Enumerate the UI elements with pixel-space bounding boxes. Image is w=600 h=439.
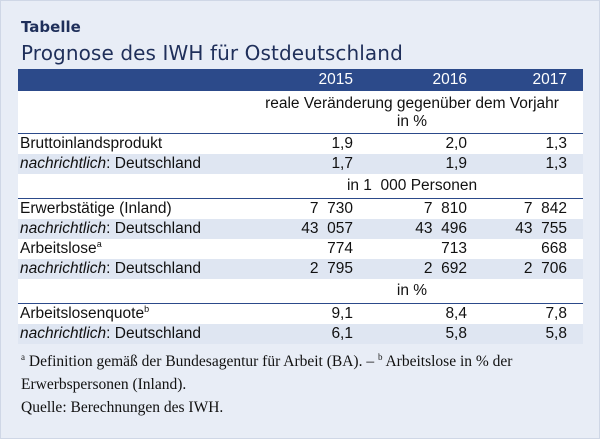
footnotes: a Definition gemäß der Bundesagentur für…: [21, 350, 512, 419]
unit-change-line1: reale Veränderung gegenüber dem Vorjahr: [265, 95, 559, 112]
cell-value: 5,8: [545, 325, 567, 342]
page-title: Prognose des IWH für Ostdeutschland: [21, 41, 403, 65]
cell-value: 2 692: [423, 260, 467, 277]
unit-percent-row: in %: [18, 279, 583, 303]
cell-value: 7 842: [523, 200, 567, 217]
row-label: Erwerbstätige (Inland): [20, 200, 172, 217]
cell-value: 2,0: [445, 135, 467, 152]
year-2015: 2015: [318, 71, 353, 88]
cell-value: 668: [541, 240, 567, 257]
row-label: nachrichtlich: Deutschland: [20, 155, 201, 172]
table-row-quote-de: nachrichtlich: Deutschland 6,1 5,8 5,8: [18, 324, 583, 344]
unit-persons-row: in 1 000 Personen: [18, 174, 583, 198]
table-row-erw: Erwerbstätige (Inland) 7 730 7 810 7 842: [18, 199, 583, 219]
row-label: nachrichtlich: Deutschland: [20, 325, 201, 342]
table-row-bip-de: nachrichtlich: Deutschland 1,7 1,9 1,3: [18, 154, 583, 174]
table-row-erw-de: nachrichtlich: Deutschland 43 057 43 496…: [18, 219, 583, 239]
cell-value: 43 496: [415, 220, 467, 237]
table-row-quote: Arbeitslosenquoteb 9,1 8,4 7,8: [18, 304, 583, 324]
cell-value: 43 057: [301, 220, 353, 237]
cell-value: 9,1: [331, 305, 353, 322]
cell-value: 7,8: [545, 305, 567, 322]
kicker-label: Tabelle: [21, 18, 81, 36]
cell-value: 1,3: [545, 155, 567, 172]
row-label: Arbeitslosea: [20, 239, 102, 258]
unit-change-row: reale Veränderung gegenüber dem Vorjahr …: [18, 91, 583, 133]
footnote-line-1: a Definition gemäß der Bundesagentur für…: [21, 352, 513, 371]
cell-value: 8,4: [445, 305, 467, 322]
year-2016: 2016: [432, 71, 467, 88]
table-row-alo-de: nachrichtlich: Deutschland 2 795 2 692 2…: [18, 259, 583, 279]
forecast-table: 2015 2016 2017 reale Veränderung gegenüb…: [18, 69, 583, 344]
cell-value: 7 810: [423, 200, 467, 217]
unit-change-line2: in %: [396, 113, 428, 130]
cell-value: 713: [441, 240, 467, 257]
cell-value: 43 755: [515, 220, 567, 237]
year-2017: 2017: [532, 71, 567, 88]
cell-value: 1,9: [445, 155, 467, 172]
row-label: nachrichtlich: Deutschland: [20, 220, 201, 237]
table-row-bip: Bruttoinlandsprodukt 1,9 2,0 1,3: [18, 134, 583, 154]
cell-value: 1,7: [331, 155, 353, 172]
cell-value: 2 706: [523, 260, 567, 277]
cell-value: 6,1: [331, 325, 353, 342]
header: Tabelle Prognose des IWH für Ostdeutschl…: [21, 18, 403, 65]
year-header-row: 2015 2016 2017: [18, 69, 583, 91]
table-row-alo: Arbeitslosea 774 713 668: [18, 239, 583, 259]
divider: [18, 133, 583, 134]
cell-value: 7 730: [309, 200, 353, 217]
footnote-line-2: Erwerbspersonen (Inland).: [21, 376, 187, 393]
cell-value: 774: [327, 240, 353, 257]
divider: [18, 198, 583, 199]
cell-value: 2 795: [309, 260, 353, 277]
row-label: Bruttoinlandsprodukt: [20, 135, 163, 152]
row-label: nachrichtlich: Deutschland: [20, 260, 201, 277]
source-note: Quelle: Berechnungen des IWH.: [21, 399, 224, 416]
cell-value: 1,3: [545, 135, 567, 152]
cell-value: 1,9: [331, 135, 353, 152]
row-label: Arbeitslosenquoteb: [20, 304, 150, 323]
divider: [18, 303, 583, 304]
cell-value: 5,8: [445, 325, 467, 342]
